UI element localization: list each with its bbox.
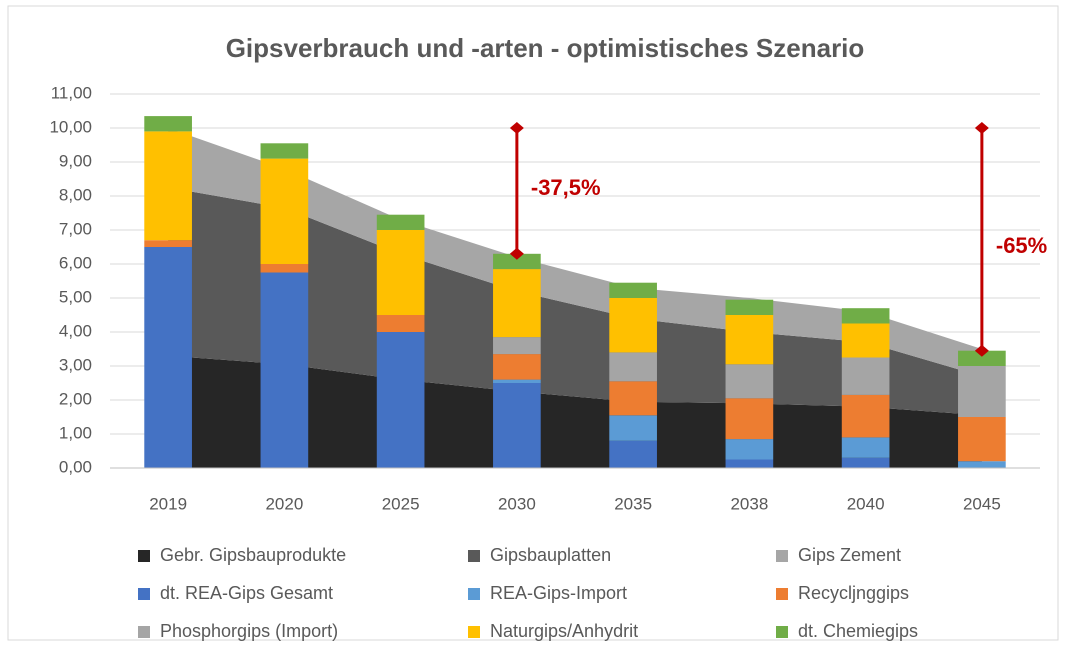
bar-segment [260,264,309,273]
legend-label: dt. REA-Gips Gesamt [160,583,333,603]
bar-segment [841,323,890,358]
legend-swatch [468,588,480,600]
legend-swatch [468,626,480,638]
bar-segment [493,354,541,380]
bar-segment [609,352,657,382]
legend-swatch [138,588,150,600]
legend-label: Phosphorgips (Import) [160,621,338,641]
y-tick-label: 3,00 [59,355,92,374]
bar-segment [493,383,541,468]
bar-segment [725,439,774,460]
bar-segment [260,143,309,159]
annotation-label: -65% [996,233,1047,258]
legend-label: Recycljnggips [798,583,909,603]
y-tick-label: 10,00 [49,117,92,136]
legend-swatch [776,588,788,600]
y-tick-label: 4,00 [59,321,92,340]
bar-segment [841,394,890,438]
y-tick-label: 0,00 [59,457,92,476]
bar-segment [493,379,541,383]
bar-segment [609,415,657,441]
bar-segment [958,366,1006,417]
bar-segment [841,457,890,468]
bar-segment [144,116,192,132]
bar-segment [958,417,1006,462]
bar-segment [841,357,890,395]
bar-segment [609,282,657,298]
bar-segment [260,272,309,468]
legend-swatch [138,626,150,638]
arrow-head [974,122,989,134]
bar-segment [725,398,774,440]
y-tick-label: 1,00 [59,423,92,442]
legend-swatch [468,550,480,562]
x-tick-label: 2025 [382,494,420,513]
bar-segment [144,240,192,247]
legend-label: Gebr. Gipsbauprodukte [160,545,346,565]
bar-segment [725,459,774,468]
bar-segment [376,332,425,468]
bar-segment [725,364,774,399]
x-tick-label: 2019 [149,494,187,513]
bar-segment [493,253,541,270]
legend-label: REA-Gips-Import [490,583,627,603]
x-tick-label: 2020 [265,494,303,513]
arrow-head [509,247,524,260]
bar-segment [725,299,774,315]
bar-segment [144,131,192,241]
bar-segment [493,337,541,355]
y-tick-label: 7,00 [59,219,92,238]
bar-segment [260,158,309,264]
x-tick-label: 2030 [498,494,536,513]
x-tick-label: 2045 [963,494,1001,513]
y-tick-label: 6,00 [59,253,92,272]
legend-label: Gipsbauplatten [490,545,611,565]
bar-segment [376,315,425,332]
bar-segment [609,381,657,416]
chart-title: Gipsverbrauch und -arten - optimistische… [226,33,865,63]
bar-segment [958,461,1006,468]
y-tick-label: 5,00 [59,287,92,306]
x-tick-label: 2035 [614,494,652,513]
bar-segment [376,230,425,315]
arrow-head [974,344,989,357]
y-tick-label: 2,00 [59,389,92,408]
arrow-head [509,122,524,134]
x-tick-label: 2038 [730,494,768,513]
legend-swatch [776,550,788,562]
y-tick-label: 11,00 [51,83,92,102]
bar-segment [725,315,774,365]
y-tick-label: 8,00 [59,185,92,204]
bar-segment [144,247,192,468]
legend-label: Gips Zement [798,545,901,565]
bar-segment [493,269,541,338]
bar-segment [609,440,657,468]
legend-swatch [776,626,788,638]
annotation-label: -37,5% [531,175,601,200]
bar-segment [958,350,1006,366]
x-tick-label: 2040 [847,494,885,513]
bar-segment [841,308,890,324]
legend-label: dt. Chemiegips [798,621,918,641]
area [168,355,982,468]
bar-segment [609,298,657,353]
bar-segment [841,437,890,458]
legend-swatch [138,550,150,562]
area [168,187,982,416]
area [168,128,982,377]
bar-segment [376,214,425,230]
legend-label: Naturgips/Anhydrit [490,621,638,641]
y-tick-label: 9,00 [59,151,92,170]
